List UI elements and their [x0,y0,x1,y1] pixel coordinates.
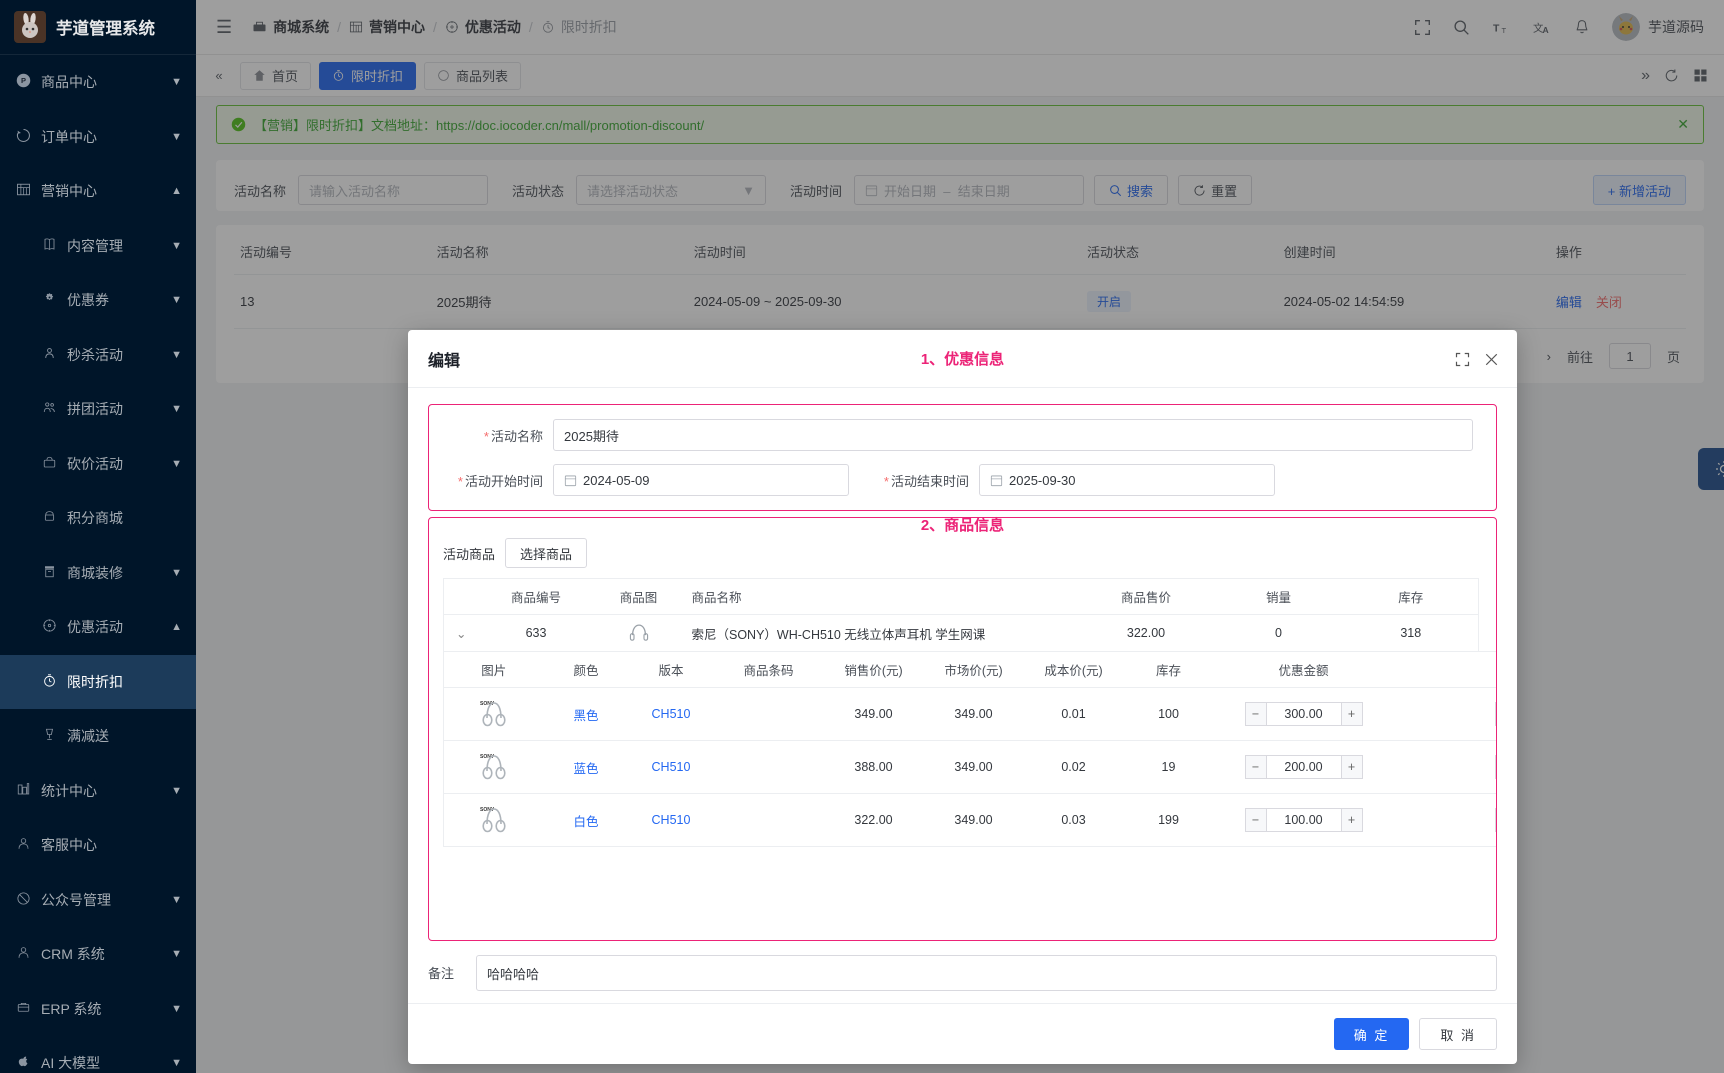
svg-text:P: P [20,76,25,85]
